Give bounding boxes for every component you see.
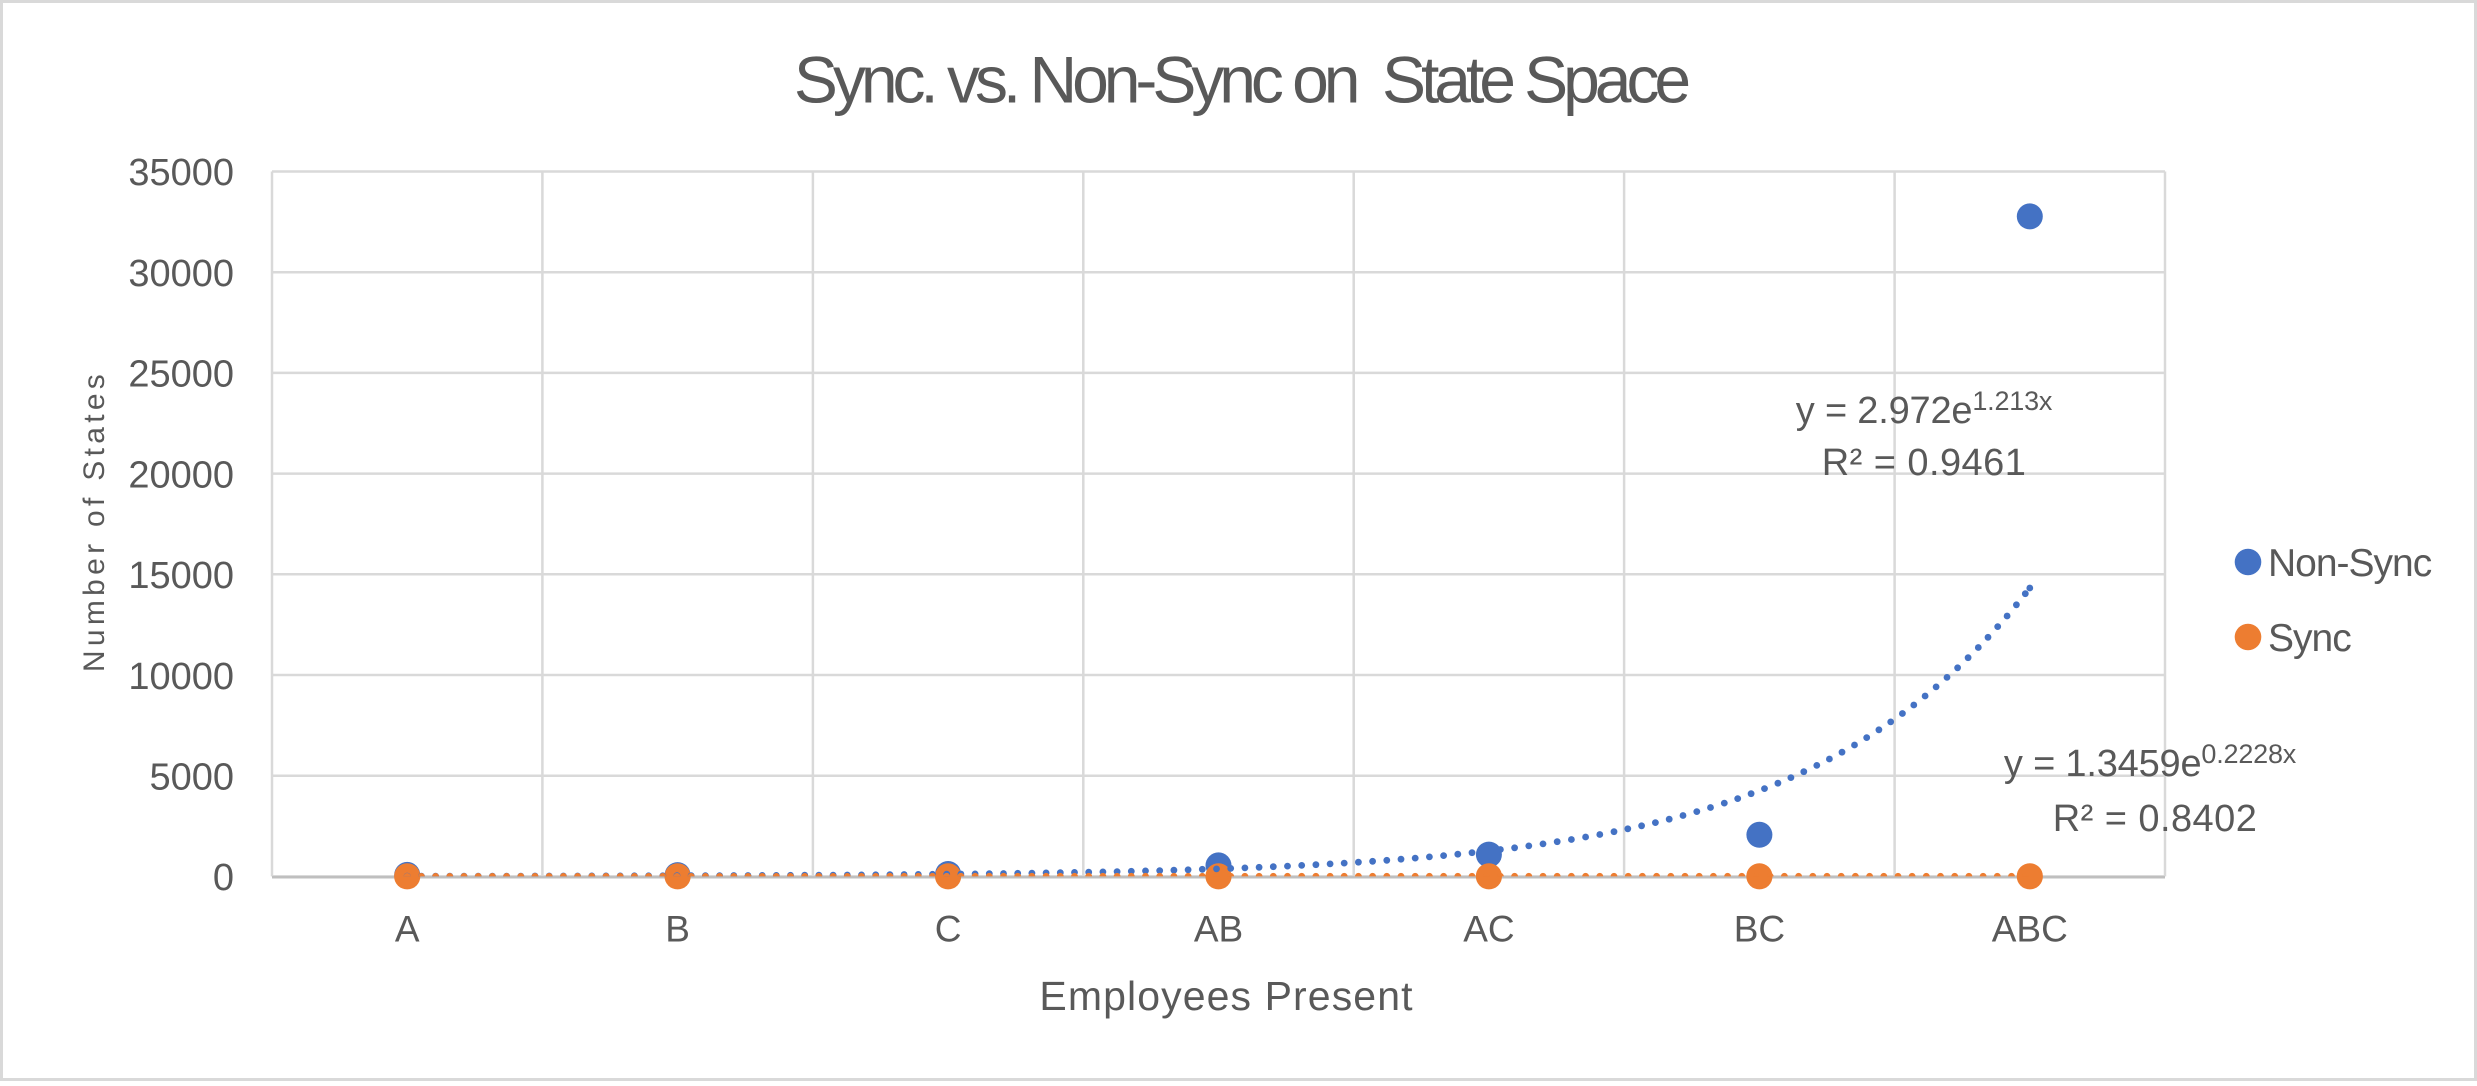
svg-text:R² = 0.8402: R² = 0.8402 [2053, 798, 2258, 840]
svg-text:BC: BC [1734, 909, 1785, 950]
svg-text:Employees Present: Employees Present [1039, 973, 1413, 1019]
svg-text:10000: 10000 [128, 656, 234, 698]
svg-text:A: A [395, 909, 420, 950]
svg-text:ABC: ABC [1992, 909, 2068, 950]
svg-text:AB: AB [1194, 909, 1243, 950]
svg-text:30000: 30000 [128, 253, 234, 295]
svg-text:15000: 15000 [128, 555, 234, 597]
svg-text:35000: 35000 [128, 152, 234, 194]
svg-text:Sync. vs. Non-Sync on State S: Sync. vs. Non-Sync on State Space [794, 42, 1689, 116]
svg-text:25000: 25000 [128, 354, 234, 396]
svg-text:Number of States: Number of States [78, 370, 111, 672]
svg-text:0: 0 [213, 857, 234, 899]
svg-text:Non-Sync: Non-Sync [2268, 542, 2432, 585]
svg-text:20000: 20000 [128, 454, 234, 496]
svg-text:Sync: Sync [2268, 617, 2351, 660]
svg-text:B: B [665, 909, 690, 950]
svg-text:C: C [935, 909, 962, 950]
svg-text:AC: AC [1463, 909, 1514, 950]
svg-text:5000: 5000 [149, 756, 234, 798]
svg-text:R² = 0.9461: R² = 0.9461 [1822, 442, 2027, 484]
